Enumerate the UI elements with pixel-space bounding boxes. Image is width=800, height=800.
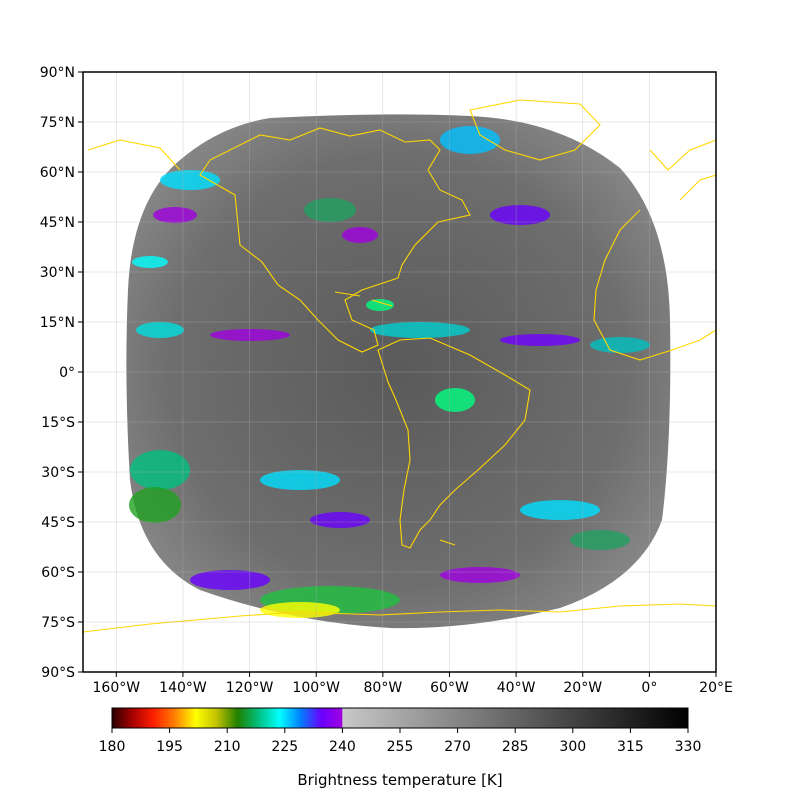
cloud-patch-13 — [129, 487, 181, 523]
lon-tick-label-6: 40°W — [497, 680, 536, 696]
colorbar-label: Brightness temperature [K] — [297, 771, 502, 789]
lon-tick-label-1: 140°W — [159, 680, 207, 696]
cloud-patch-6 — [490, 205, 550, 225]
longitude-axis: 160°W 140°W 120°W 100°W 80°W 60°W 40°W 20°W 0° 20… — [93, 672, 733, 696]
latitude-axis: 90°N 75°N 60°N 45°N 30°N 15°N 0° 15°S 30°S 45°S 60… — [40, 65, 83, 681]
lon-tick-label-7: 20°W — [563, 680, 602, 696]
cloud-patch-2 — [132, 256, 168, 268]
north-america-coastline — [199, 127, 471, 353]
cloud-patch-16 — [520, 500, 600, 520]
colorbar-tick-label-8: 300 — [559, 739, 586, 755]
lon-tick-label-2: 120°W — [226, 680, 274, 696]
cloud-patch-19 — [260, 602, 340, 618]
lon-tick-label-9: 20°E — [699, 680, 733, 696]
colorbar-tick-label-2: 210 — [214, 739, 241, 755]
colorbar-color-segment — [112, 708, 343, 728]
cloud-patch-12 — [130, 450, 190, 490]
cloud-patch-14 — [260, 470, 340, 490]
cloud-patch-17 — [570, 530, 630, 550]
satellite-disk-imagery — [126, 114, 671, 629]
cloud-patch-23 — [590, 337, 650, 353]
gridlines — [83, 72, 716, 672]
antarctica-coastline — [83, 603, 716, 633]
colorbar-tick-label-10: 330 — [675, 739, 702, 755]
greenland-coastline — [469, 99, 601, 161]
cloud-patch-3 — [304, 198, 356, 222]
lat-tick-label-4: 30°N — [40, 265, 75, 281]
colorbar-tick-label-4: 240 — [329, 739, 356, 755]
colorbar: 180 195 210 225 240 255 270 285 300 315 330 Bright… — [99, 707, 702, 789]
lat-tick-label-9: 45°S — [41, 515, 75, 531]
colorbar-tick-label-5: 255 — [387, 739, 414, 755]
cloud-patch-15 — [310, 512, 370, 528]
lon-tick-label-0: 160°W — [93, 680, 141, 696]
cloud-patch-4 — [342, 227, 378, 243]
lat-tick-label-0: 90°N — [40, 65, 75, 81]
lat-tick-label-1: 75°N — [40, 115, 75, 131]
lon-tick-label-3: 100°W — [292, 680, 340, 696]
cloud-patch-20 — [440, 567, 520, 583]
cloud-patch-0 — [160, 170, 220, 190]
colorbar-tick-label-7: 285 — [502, 739, 529, 755]
lat-tick-label-2: 60°N — [40, 165, 75, 181]
lat-tick-label-11: 75°S — [41, 615, 75, 631]
europe-coastline — [649, 139, 716, 201]
colorbar-tick-label-6: 270 — [444, 739, 471, 755]
cloud-patch-21 — [190, 570, 270, 590]
lat-tick-label-8: 30°S — [41, 465, 75, 481]
lat-tick-label-3: 45°N — [40, 215, 75, 231]
cloud-patch-10 — [500, 334, 580, 346]
cloud-patch-7 — [136, 322, 184, 338]
map-axes: 90°N 75°N 60°N 45°N 30°N 15°N 0° 15°S 30°S 45°S 60… — [40, 65, 733, 696]
colorbar-tick-label-0: 180 — [99, 739, 126, 755]
lat-tick-label-7: 15°S — [41, 415, 75, 431]
cloud-patch-5 — [440, 126, 500, 154]
colorbar-gray-segment — [342, 708, 688, 728]
islands-coastline — [87, 139, 456, 546]
lon-tick-label-4: 80°W — [364, 680, 403, 696]
lat-tick-label-12: 90°S — [41, 665, 75, 681]
cloud-patch-11 — [366, 299, 394, 311]
colorbar-tick-label-1: 195 — [156, 739, 183, 755]
africa-coastline — [593, 209, 716, 361]
cloud-patch-1 — [153, 207, 197, 223]
lon-tick-label-5: 60°W — [430, 680, 469, 696]
lat-tick-label-6: 0° — [59, 365, 75, 381]
colorbar-tick-label-3: 225 — [271, 739, 298, 755]
cloud-patch-8 — [210, 329, 290, 341]
cloud-patch-22 — [435, 388, 475, 412]
colorbar-ticks: 180 195 210 225 240 255 270 285 300 315 330 — [99, 728, 702, 755]
south-america-coastline — [377, 337, 531, 549]
coastlines — [83, 99, 716, 633]
lon-tick-label-8: 0° — [641, 680, 657, 696]
lat-tick-label-5: 15°N — [40, 315, 75, 331]
cloud-patch-9 — [370, 322, 470, 338]
lat-tick-label-10: 60°S — [41, 565, 75, 581]
colorbar-tick-label-9: 315 — [617, 739, 644, 755]
